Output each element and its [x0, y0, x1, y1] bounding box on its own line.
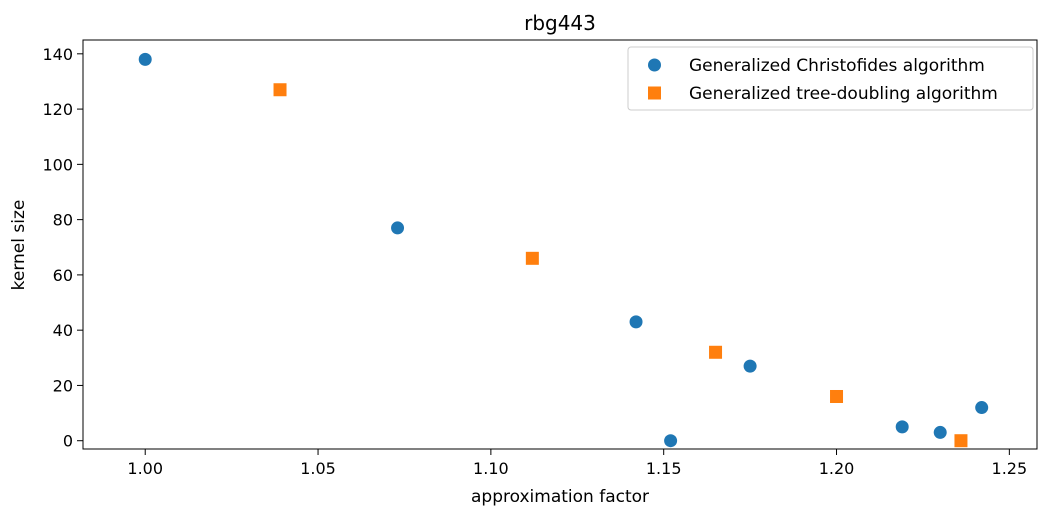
y-tick-label: 80: [53, 211, 73, 230]
x-axis-label: approximation factor: [471, 487, 649, 507]
data-point-circle: [743, 359, 757, 373]
y-tick-label: 140: [42, 45, 73, 64]
x-tick-label: 1.25: [992, 459, 1028, 478]
x-tick-label: 1.00: [127, 459, 163, 478]
y-tick-label: 60: [53, 266, 73, 285]
data-point-square: [709, 345, 723, 359]
data-point-square: [273, 83, 287, 97]
y-tick-label: 40: [53, 321, 73, 340]
data-point-circle: [629, 315, 643, 329]
legend-box: [627, 46, 1034, 111]
data-point-square: [830, 389, 844, 403]
data-point-circle: [975, 401, 989, 415]
data-point-circle: [138, 52, 152, 66]
plot-frame: [82, 39, 1038, 450]
legend: Generalized Christofides algorithm Genera…: [627, 46, 1034, 111]
data-point-square: [525, 251, 539, 265]
data-point-circle: [895, 420, 909, 434]
chart-title: rbg443: [524, 11, 596, 35]
y-tick-label: 0: [63, 432, 73, 451]
x-tick-label: 1.10: [473, 459, 509, 478]
data-point-circle: [933, 425, 947, 439]
y-tick-label: 120: [42, 100, 73, 119]
y-tick-label: 20: [53, 376, 73, 395]
data-point-circle: [664, 434, 678, 448]
x-tick-label: 1.15: [646, 459, 682, 478]
x-tick-label: 1.05: [300, 459, 336, 478]
legend-label: Generalized tree-doubling algorithm: [689, 84, 998, 104]
y-axis-label: kernel size: [9, 200, 29, 291]
data-point-circle: [391, 221, 405, 235]
plot-area: 1.00 1.05 1.10 1.15 1.20 1.25 0 20 40 60 80 100 120 1…: [42, 39, 1038, 478]
legend-label: Generalized Christofides algorithm: [689, 56, 985, 76]
data-point-square: [954, 434, 968, 448]
y-tick-label: 100: [42, 155, 73, 174]
legend-marker-square: [648, 86, 661, 100]
x-tick-label: 1.20: [819, 459, 855, 478]
legend-marker-circle: [648, 58, 661, 72]
